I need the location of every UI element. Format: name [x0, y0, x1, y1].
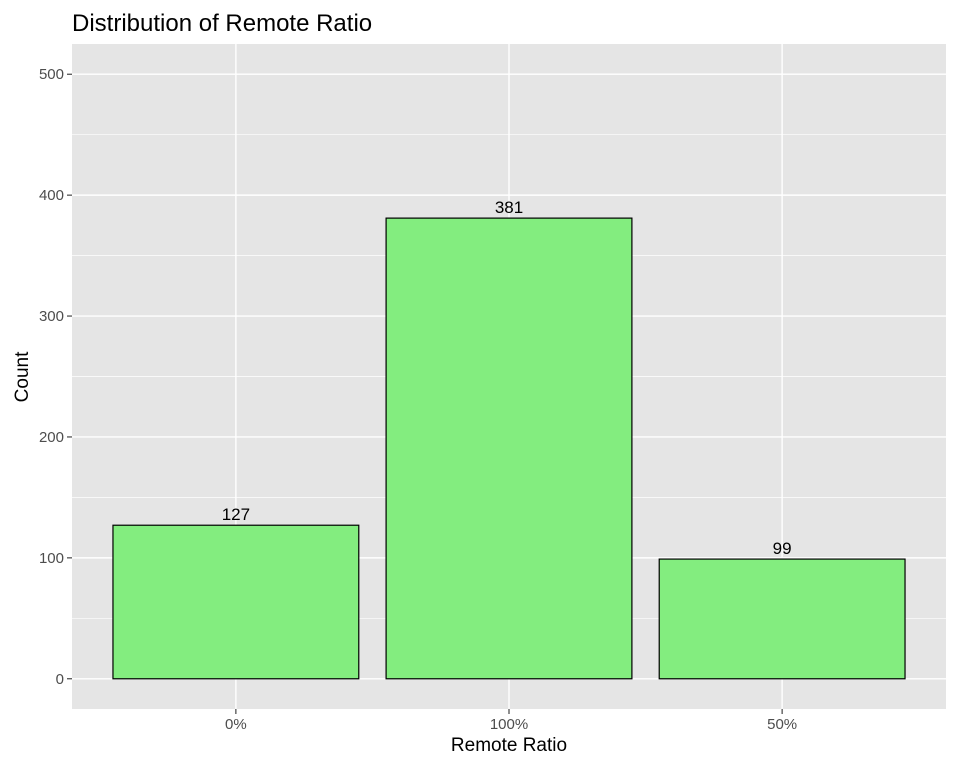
major-gridlines [72, 44, 946, 709]
x-tick-label: 50% [767, 716, 797, 733]
y-tick-label: 0 [56, 671, 64, 688]
x-axis-ticks: 0% 100% 50% [225, 709, 797, 733]
y-axis-ticks: 0 100 200 300 400 500 [39, 66, 72, 688]
data-label: 381 [495, 198, 523, 217]
y-tick-label: 500 [39, 66, 64, 83]
bar-50-pct [658, 558, 906, 680]
y-tick-label: 200 [39, 429, 64, 446]
bar-0-pct [112, 524, 360, 680]
bars [112, 217, 906, 680]
data-label: 127 [222, 505, 250, 524]
x-tick-label: 0% [225, 716, 247, 733]
y-tick-label: 100 [39, 550, 64, 567]
chart-title: Distribution of Remote Ratio [72, 10, 372, 37]
y-tick-label: 400 [39, 187, 64, 204]
x-tick-label: 100% [490, 716, 528, 733]
data-label: 99 [773, 539, 792, 558]
x-axis-title: Remote Ratio [451, 735, 567, 756]
bar-100-pct [385, 217, 633, 680]
y-axis-title: Count [12, 351, 33, 402]
y-tick-label: 300 [39, 308, 64, 325]
data-labels: 127 381 99 [222, 198, 792, 558]
